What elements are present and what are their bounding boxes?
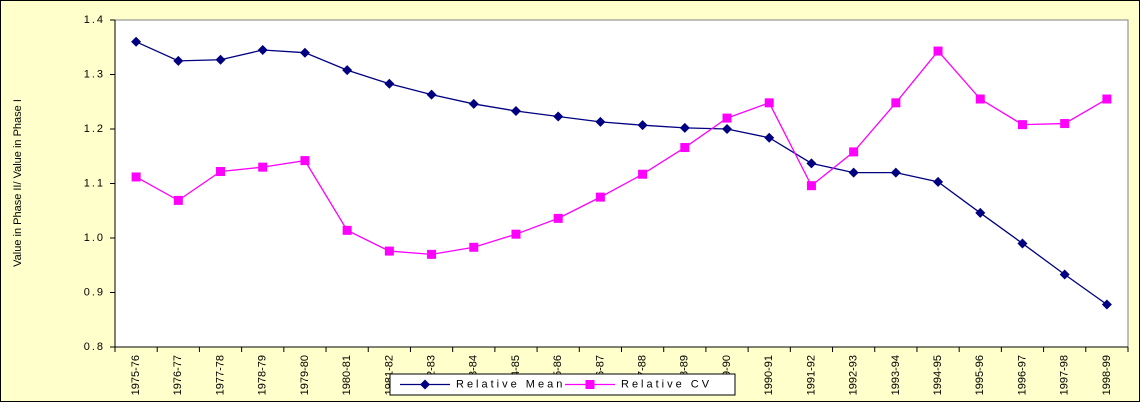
y-tick-label: 1.4 — [84, 14, 105, 26]
y-tick-label: 1.3 — [84, 68, 105, 80]
marker — [806, 158, 817, 169]
marker — [638, 169, 648, 179]
x-tick-label: 1994-95 — [932, 355, 944, 395]
marker — [173, 195, 183, 205]
x-tick-label: 1991-92 — [805, 355, 817, 395]
x-tick-label: 1978-79 — [257, 355, 269, 395]
marker — [975, 94, 985, 104]
marker — [890, 167, 901, 178]
marker — [468, 98, 479, 109]
marker — [469, 242, 479, 252]
marker — [553, 213, 563, 223]
y-tick-label: 1.0 — [84, 232, 105, 244]
marker — [933, 176, 944, 187]
y-tick-label: 1.1 — [84, 177, 105, 189]
marker — [553, 111, 564, 122]
marker — [131, 172, 141, 182]
marker — [300, 156, 310, 166]
marker — [342, 225, 352, 235]
marker — [384, 246, 394, 256]
y-tick-label: 1.2 — [84, 123, 105, 135]
marker — [637, 120, 648, 131]
marker — [1017, 120, 1027, 130]
marker — [1059, 269, 1070, 280]
legend-marker — [585, 380, 595, 389]
marker — [1017, 238, 1028, 249]
legend-marker — [420, 379, 430, 390]
series-line — [135, 50, 1108, 256]
marker — [595, 192, 605, 202]
x-tick-label: 1992-93 — [848, 355, 860, 395]
marker — [975, 207, 986, 218]
marker — [848, 167, 859, 178]
y-tick-label: 0.9 — [84, 286, 105, 298]
marker — [722, 113, 732, 123]
y-tick-label: 0.8 — [84, 341, 105, 353]
x-tick-label: 1998-99 — [1101, 355, 1113, 395]
marker — [680, 143, 690, 153]
marker — [806, 181, 816, 191]
marker — [1060, 119, 1070, 129]
marker — [258, 162, 268, 172]
x-tick-label: 1996-97 — [1016, 355, 1028, 395]
marker — [426, 89, 437, 100]
x-tick-label: 1980-81 — [341, 355, 353, 395]
x-tick-label: 1976-77 — [172, 355, 184, 395]
x-tick-label: 1997-98 — [1059, 355, 1071, 395]
x-tick-label: 1993-94 — [890, 355, 902, 395]
marker — [1101, 299, 1112, 310]
marker — [595, 116, 606, 127]
marker — [215, 54, 226, 65]
marker — [764, 98, 774, 108]
marker — [173, 55, 184, 66]
x-tick-label: 1990-91 — [763, 355, 775, 395]
x-tick-label: 1975-76 — [130, 355, 142, 395]
legend-box — [389, 373, 736, 396]
legend-label: Relative Mean — [456, 378, 565, 390]
marker — [891, 98, 901, 108]
series-line — [135, 41, 1108, 306]
marker — [679, 122, 690, 133]
marker — [427, 249, 437, 259]
x-tick-label: 1995-96 — [974, 355, 986, 395]
marker — [722, 124, 733, 134]
marker — [849, 147, 859, 157]
marker — [764, 132, 775, 143]
legend-label: Relative CV — [621, 378, 712, 390]
x-tick-label: 1979-80 — [299, 355, 311, 395]
marker — [131, 36, 142, 47]
marker — [511, 229, 521, 239]
marker — [1102, 94, 1112, 104]
marker — [216, 167, 226, 177]
marker — [510, 106, 521, 117]
plot-area — [114, 19, 1129, 348]
marker — [933, 46, 943, 56]
marker — [299, 47, 310, 58]
marker — [257, 44, 268, 55]
marker — [384, 78, 395, 89]
marker — [342, 65, 353, 76]
x-tick-label: 1977-78 — [214, 355, 226, 395]
y-axis-title: Value in Phase II/ Value in Phase I — [12, 99, 24, 267]
